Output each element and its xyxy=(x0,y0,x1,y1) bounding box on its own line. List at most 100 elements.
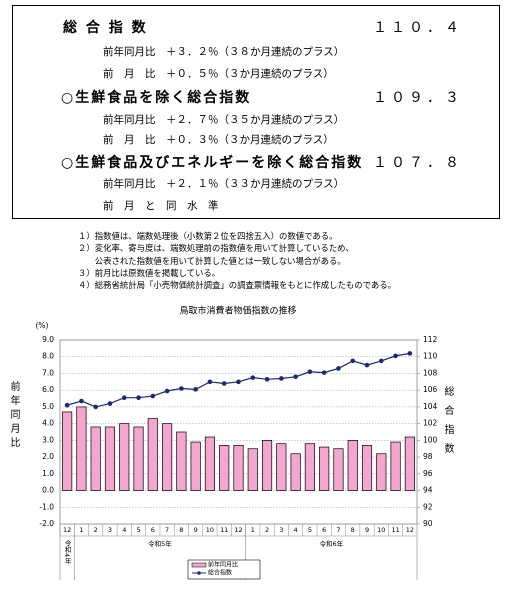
heading: ○生鮮食品及びエネルギーを除く総合指数 xyxy=(61,155,364,171)
x-tick-label: 7 xyxy=(165,526,169,534)
y-tick-label: 9.0 xyxy=(42,335,54,344)
legend-swatch xyxy=(197,571,201,575)
index-value: １１０．４ xyxy=(373,20,463,36)
bar xyxy=(261,440,273,491)
note: ２）変化率、寄与度は、端数処理前の指数値を用いて計算しているため、 xyxy=(78,243,354,254)
change: 前年同月比 ＋２．７％（３５か月連続のプラス） xyxy=(103,114,345,126)
x-tick-label: 1 xyxy=(251,526,255,534)
x-tick-label: 5 xyxy=(136,526,140,534)
line-marker xyxy=(221,381,227,386)
change: 前 月 と 同 水 準 xyxy=(103,200,219,212)
y-tick-label: 8.0 xyxy=(42,352,54,361)
line-marker xyxy=(207,379,213,385)
bar xyxy=(361,445,373,491)
notes: １）指数値は、端数処理後（小数第２位を四捨五入）の数値である。 ２）変化率、寄与… xyxy=(78,230,396,291)
bar xyxy=(76,406,87,491)
bar xyxy=(290,453,301,491)
y2-tick-label: 108 xyxy=(423,368,438,377)
line-marker xyxy=(64,402,70,408)
line-marker xyxy=(79,398,84,404)
y-tick-label: 6.0 xyxy=(42,385,54,394)
bar xyxy=(404,436,415,491)
x-tick-label: 8 xyxy=(351,526,355,534)
legend-label: 前年同月比 xyxy=(208,561,238,569)
y-axis-label: 前年同月比 xyxy=(8,380,20,451)
line-marker xyxy=(350,358,356,364)
y2-tick-label: 90 xyxy=(423,519,433,528)
line-marker xyxy=(107,401,113,406)
bar xyxy=(333,448,344,491)
x-tick-label: 4 xyxy=(294,526,298,534)
line-marker xyxy=(150,393,156,399)
line-marker xyxy=(136,395,141,401)
x-tick-label: 3 xyxy=(108,526,112,534)
x-tick-label: 3 xyxy=(279,526,283,534)
y2-tick-label: 94 xyxy=(423,486,433,495)
bar xyxy=(276,443,287,491)
year-label: 令和6年 xyxy=(319,539,343,548)
bar xyxy=(133,426,144,491)
chart: 鳥取市消費者物価指数の推移 (%) 前年同月比 総合指数 -2.0 -1.0 0.0… xyxy=(8,305,454,580)
line-marker xyxy=(179,386,184,391)
bar xyxy=(219,445,230,491)
line-marker xyxy=(93,404,98,410)
x-tick-label: 1 xyxy=(79,526,83,534)
bar xyxy=(147,418,158,491)
unit-label: (%) xyxy=(36,321,49,330)
line-marker xyxy=(307,369,313,375)
note: ３）前月比は原数値を掲載している。 xyxy=(78,267,221,278)
line-marker xyxy=(164,388,170,394)
line-marker xyxy=(336,366,341,371)
line-marker xyxy=(121,395,127,401)
change: 前 月 比 ＋０．３％（３か月連続のプラス） xyxy=(103,134,334,146)
x-tick-label: 12 xyxy=(63,526,71,534)
legend-swatch xyxy=(191,562,207,568)
line-marker xyxy=(379,358,384,364)
y-tick-label: 3.0 xyxy=(42,435,54,444)
x-tick-label: 8 xyxy=(179,526,183,534)
y2-tick-label: 96 xyxy=(423,469,433,478)
line-marker xyxy=(321,370,327,375)
y-tick-label: 5.0 xyxy=(42,402,54,411)
bar xyxy=(304,443,315,491)
y-tick-label: -1.0 xyxy=(39,502,54,511)
year-label: 令和5年 xyxy=(148,539,172,548)
x-tick-label: 6 xyxy=(322,526,326,534)
line-marker xyxy=(236,379,241,385)
x-tick-label: 11 xyxy=(220,526,228,534)
x-tick-label: 9 xyxy=(194,526,198,534)
bar xyxy=(176,431,187,491)
bar xyxy=(376,453,387,491)
line-marker xyxy=(407,351,413,356)
index-value: １０９．３ xyxy=(373,90,463,106)
x-tick-label: 10 xyxy=(206,526,214,534)
x-tick-label: 7 xyxy=(336,526,340,534)
x-tick-label: 6 xyxy=(151,526,155,534)
chart-title: 鳥取市消費者物価指数の推移 xyxy=(179,305,296,317)
y-tick-label: 0.0 xyxy=(42,486,54,495)
heading: ○生鮮食品を除く総合指数 xyxy=(61,90,252,106)
bar xyxy=(62,411,73,491)
change: 前年同月比 ＋３．２％（３８か月連続のプラス） xyxy=(103,46,345,58)
y-tick-label: 1.0 xyxy=(42,469,54,478)
y-tick-label: -2.0 xyxy=(39,519,54,528)
y2-tick-label: 110 xyxy=(423,352,438,361)
x-tick-label: 5 xyxy=(308,526,312,534)
bar xyxy=(247,448,258,491)
legend-label: 総合指数 xyxy=(208,569,232,577)
x-tick-label: 2 xyxy=(265,526,269,534)
x-tick-label: 11 xyxy=(391,526,399,534)
x-tick-label: 12 xyxy=(234,526,242,534)
y2-tick-label: 112 xyxy=(423,335,438,344)
year-label: 令和4年 xyxy=(63,539,71,565)
change: 前 月 比 ＋０．５％（３か月連続のプラス） xyxy=(103,68,334,80)
x-tick-label: 9 xyxy=(365,526,369,534)
y2-tick-label: 104 xyxy=(423,402,438,411)
bar xyxy=(347,440,358,491)
x-tick-label: 10 xyxy=(377,526,385,534)
x-tick-label: 4 xyxy=(122,526,126,534)
y-tick-label: 4.0 xyxy=(42,419,54,428)
change: 前年同月比 ＋２．１％（３３か月連続のプラス） xyxy=(103,178,345,190)
y2-tick-label: 106 xyxy=(423,385,438,394)
